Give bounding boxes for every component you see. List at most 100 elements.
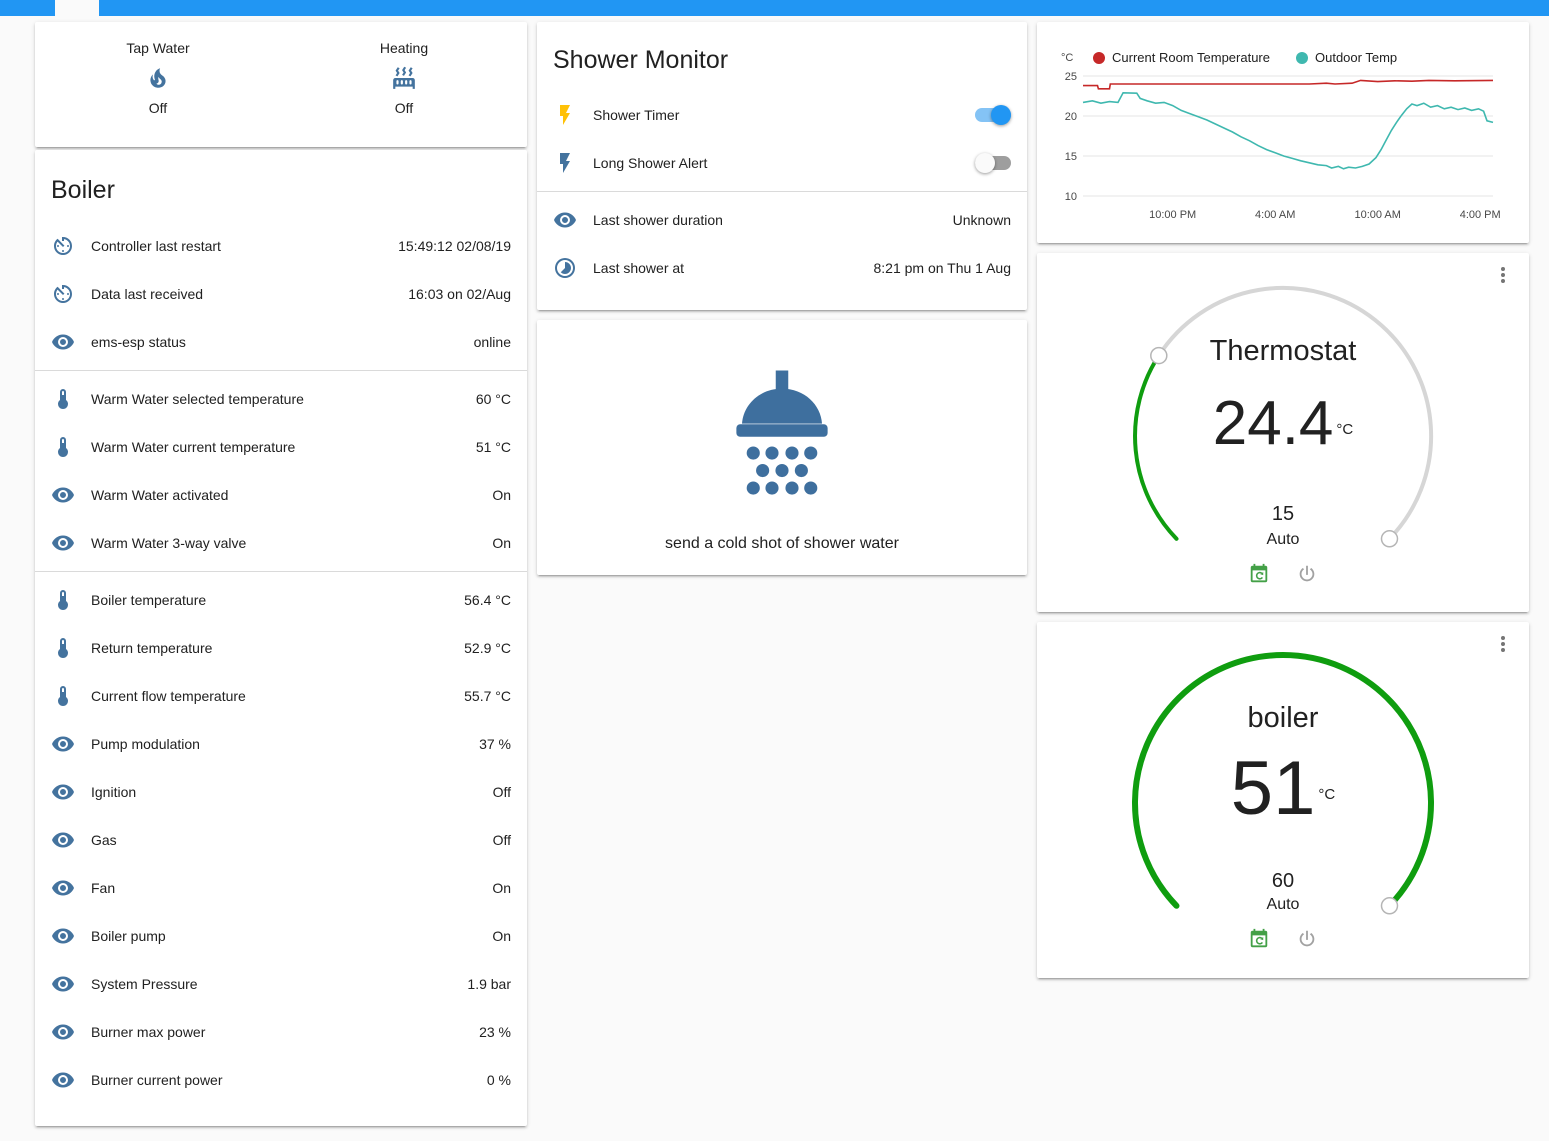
legend-dot [1296, 51, 1308, 64]
thermometer-icon [51, 588, 75, 612]
entity-name: Burner max power [91, 1024, 206, 1040]
eye-icon [553, 208, 577, 232]
glance-card: Tap Water Off Heating Off [35, 22, 527, 147]
divider [35, 370, 527, 371]
entity-row[interactable]: Warm Water 3-way valve On [35, 519, 527, 567]
power-icon[interactable] [1296, 928, 1318, 950]
topbar-tab[interactable] [55, 0, 99, 16]
entity-name: Last shower duration [593, 212, 723, 228]
entity-name: System Pressure [91, 976, 198, 992]
entity-value: 0 % [486, 1072, 511, 1088]
more-options-icon[interactable] [1491, 632, 1515, 656]
legend-label: Outdoor Temp [1315, 50, 1398, 65]
entity-row[interactable]: Warm Water activated On [35, 471, 527, 519]
entity-row[interactable]: Data last received 16:03 on 02/Aug [35, 270, 527, 318]
entity-row[interactable]: Warm Water current temperature 51 °C [35, 423, 527, 471]
svg-text:10: 10 [1065, 191, 1077, 203]
entity-value: 16:03 on 02/Aug [408, 286, 511, 302]
svg-text:4:00 AM: 4:00 AM [1255, 209, 1295, 221]
power-icon[interactable] [1296, 563, 1318, 585]
entity-value: 56.4 °C [464, 592, 511, 608]
entity-row[interactable]: Burner max power 23 % [35, 1008, 527, 1056]
eye-icon [51, 876, 75, 900]
entity-row[interactable]: Boiler pump On [35, 912, 527, 960]
eye-icon [51, 531, 75, 555]
thermostat-card: Thermostat 24.4 °C 15 Auto [1037, 253, 1529, 612]
entity-row[interactable]: Warm Water selected temperature 60 °C [35, 375, 527, 423]
entity-row[interactable]: Gas Off [35, 816, 527, 864]
thermostat-mode[interactable]: Auto [1266, 531, 1300, 548]
entity-row[interactable]: Burner current power 0 % [35, 1056, 527, 1104]
entity-row[interactable]: Boiler temperature 56.4 °C [35, 576, 527, 624]
entity-value: 51 °C [475, 439, 511, 455]
entity-value: Unknown [952, 212, 1011, 228]
entity-row[interactable]: Return temperature 52.9 °C [35, 624, 527, 672]
glance-state: Off [394, 100, 414, 116]
entity-value: Off [492, 784, 511, 800]
toggle-off[interactable] [975, 153, 1011, 173]
thermostat-gauge [1133, 285, 1434, 548]
gauge-handle[interactable] [1380, 897, 1399, 915]
boiler-gauge-card: boiler 51 °C 60 Auto [1037, 622, 1529, 978]
entity-row[interactable]: System Pressure 1.9 bar [35, 960, 527, 1008]
eye-icon [51, 483, 75, 507]
entity-name: Warm Water current temperature [91, 439, 296, 455]
gauge-arc-active [1132, 652, 1434, 909]
calendar-sync-icon[interactable] [1248, 928, 1270, 950]
eye-icon [51, 1020, 75, 1044]
svg-text:4:00 PM: 4:00 PM [1460, 209, 1501, 221]
radiator-icon [391, 65, 417, 91]
entity-value: On [492, 487, 511, 503]
entity-value: 37 % [479, 736, 511, 752]
entity-row[interactable]: Last shower at 8:21 pm on Thu 1 Aug [537, 244, 1027, 292]
entity-value: On [492, 535, 511, 551]
toggle-knob [991, 105, 1011, 125]
glance-item-heating[interactable]: Heating Off [281, 40, 527, 116]
gauge-handle[interactable] [1380, 530, 1399, 548]
thermometer-icon [51, 435, 75, 459]
entity-row[interactable]: Controller last restart 15:49:12 02/08/19 [35, 222, 527, 270]
boiler-entity-list: Controller last restart 15:49:12 02/08/19… [35, 222, 527, 1104]
entity-name: Warm Water 3-way valve [91, 535, 247, 551]
topbar [0, 0, 1549, 16]
entity-row[interactable]: Shower Timer [537, 91, 1027, 139]
glance-label: Heating [379, 40, 429, 56]
toggle-on[interactable] [975, 105, 1011, 125]
eye-icon [51, 330, 75, 354]
gauge-handle[interactable] [1150, 346, 1168, 365]
entity-value: 23 % [479, 1024, 511, 1040]
svg-text:10:00 AM: 10:00 AM [1354, 209, 1400, 221]
entity-name: Controller last restart [91, 238, 221, 254]
entity-name: Ignition [91, 784, 137, 800]
entity-value: 60 °C [475, 391, 511, 407]
entity-row[interactable]: Fan On [35, 864, 527, 912]
glance-item-tap-water[interactable]: Tap Water Off [35, 40, 281, 116]
thermometer-icon [51, 387, 75, 411]
chart-legend: Current Room Temperature Outdoor Temp [1093, 50, 1397, 65]
glance-label: Tap Water [126, 40, 190, 56]
entity-name: Burner current power [91, 1072, 223, 1088]
entity-row[interactable]: Pump modulation 37 % [35, 720, 527, 768]
boiler-setpoint: 60 [1271, 870, 1295, 892]
entity-value: 52.9 °C [464, 640, 511, 656]
entity-row[interactable]: Last shower duration Unknown [537, 196, 1027, 244]
boiler-gauge [1132, 652, 1434, 915]
entity-name: ems-esp status [91, 334, 186, 350]
legend-item: Outdoor Temp [1296, 50, 1397, 65]
calendar-sync-icon[interactable] [1248, 563, 1270, 585]
shower-head-icon [707, 358, 857, 508]
boiler-mode[interactable]: Auto [1266, 896, 1300, 913]
more-options-icon[interactable] [1491, 263, 1515, 287]
boiler-card-title: Boiler [51, 176, 115, 204]
legend-item: Current Room Temperature [1093, 50, 1270, 65]
entity-name: Boiler pump [91, 928, 166, 944]
entity-value: 1.9 bar [467, 976, 511, 992]
entity-row[interactable]: Current flow temperature 55.7 °C [35, 672, 527, 720]
entity-row[interactable]: Long Shower Alert [537, 139, 1027, 187]
shower-cold-shot-card[interactable]: send a cold shot of shower water [537, 320, 1027, 575]
legend-label: Current Room Temperature [1112, 50, 1270, 65]
glance-state: Off [148, 100, 168, 116]
svg-text:20: 20 [1065, 111, 1077, 123]
entity-row[interactable]: Ignition Off [35, 768, 527, 816]
entity-row[interactable]: ems-esp status online [35, 318, 527, 366]
